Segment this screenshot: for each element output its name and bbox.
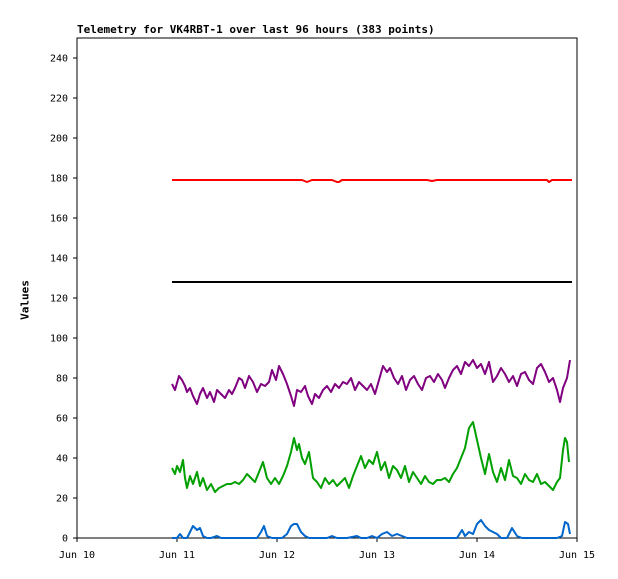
series-line-1 [172,180,572,182]
y-tick-label: 220 [50,94,68,105]
x-tick-label: Jun 11 [159,550,195,561]
y-tick-label: 100 [50,334,68,345]
y-tick-label: 200 [50,134,68,145]
x-tick-label: Jun 15 [559,550,595,561]
plot-border [77,38,577,538]
y-tick-label: 40 [56,454,68,465]
series-line-4 [172,422,569,492]
x-tick-label: Jun 14 [459,550,495,561]
y-tick-label: 240 [50,54,68,65]
y-tick-label: 60 [56,414,68,425]
y-tick-label: 160 [50,214,68,225]
y-tick-label: 140 [50,254,68,265]
y-tick-label: 20 [56,494,68,505]
y-tick-label: 80 [56,374,68,385]
x-tick-label: Jun 10 [59,550,95,561]
y-tick-label: 180 [50,174,68,185]
series-line-5 [172,520,570,538]
y-tick-label: 0 [62,534,68,545]
x-tick-label: Jun 12 [259,550,295,561]
series-line-3 [172,360,570,406]
x-tick-label: Jun 13 [359,550,395,561]
y-tick-label: 120 [50,294,68,305]
